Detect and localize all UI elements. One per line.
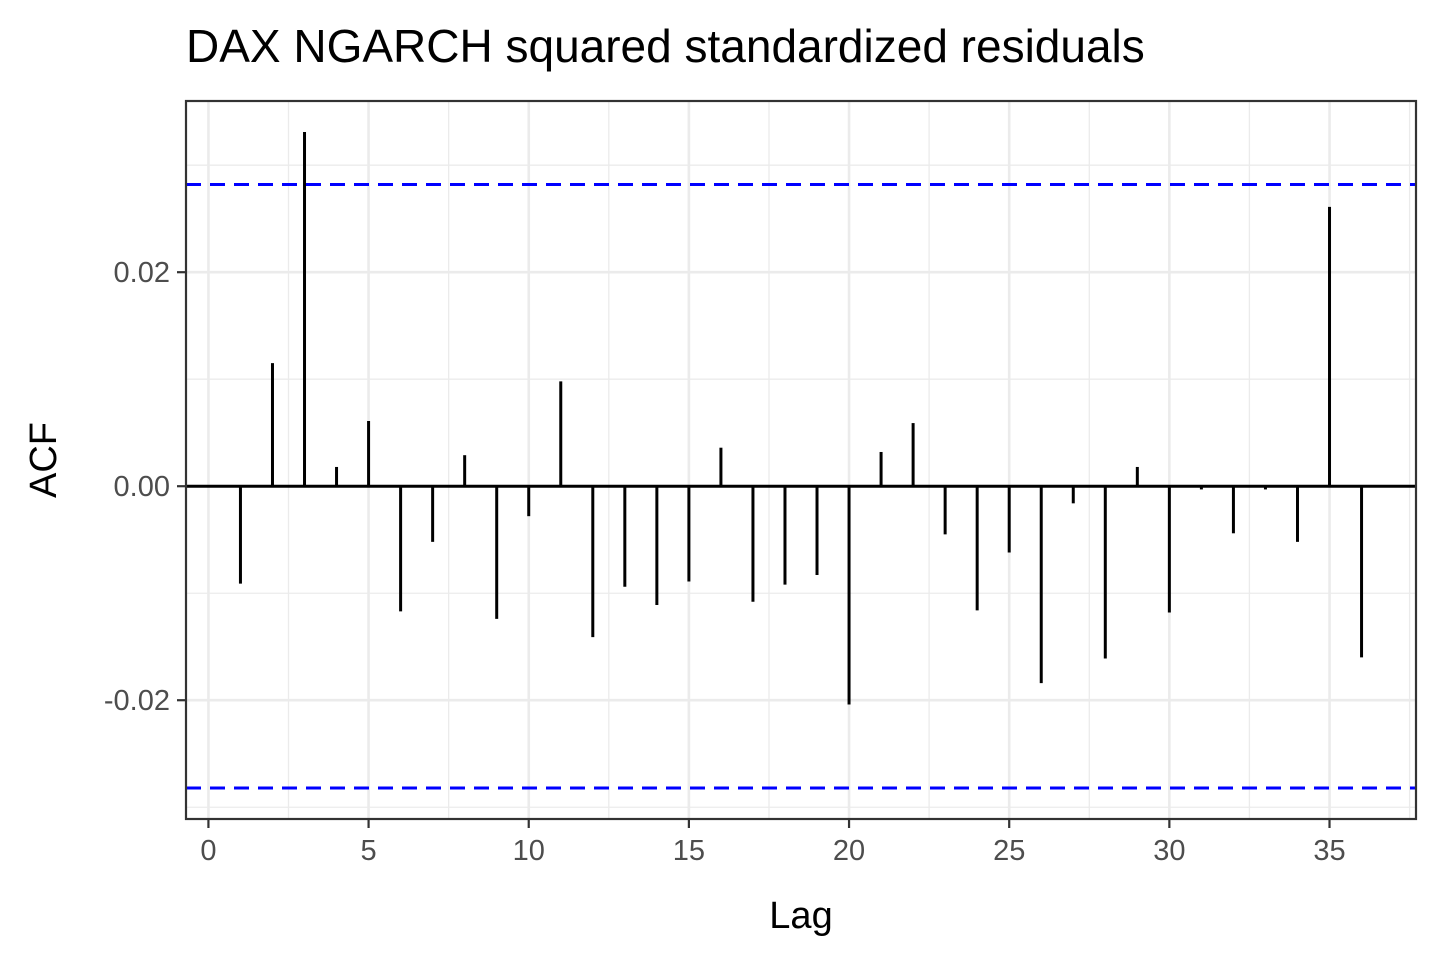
y-tick-label: 0.00 xyxy=(114,471,170,503)
x-tick-label: 10 xyxy=(513,835,545,867)
x-tick-label: 15 xyxy=(673,835,705,867)
x-tick-label: 5 xyxy=(361,835,377,867)
panel-border xyxy=(184,99,1418,821)
x-axis-title: Lag xyxy=(769,895,832,937)
x-tick-label: 25 xyxy=(993,835,1025,867)
x-axis: 0 5 10 15 20 25 30 35 xyxy=(200,819,1346,867)
y-axis: -0.02 0.00 0.02 xyxy=(104,257,186,717)
grid-lines xyxy=(186,101,1416,819)
x-tick-label: 0 xyxy=(200,835,216,867)
x-tick-label: 30 xyxy=(1153,835,1185,867)
x-tick-label: 20 xyxy=(833,835,865,867)
y-tick-label: 0.02 xyxy=(114,257,170,289)
acf-bars xyxy=(238,132,1364,705)
y-tick-label: -0.02 xyxy=(104,685,170,717)
x-tick-label: 35 xyxy=(1313,835,1345,867)
y-axis-title: ACF xyxy=(23,422,65,498)
confidence-bounds xyxy=(186,182,1416,790)
chart-title: DAX NGARCH squared standardized residual… xyxy=(186,20,1145,72)
